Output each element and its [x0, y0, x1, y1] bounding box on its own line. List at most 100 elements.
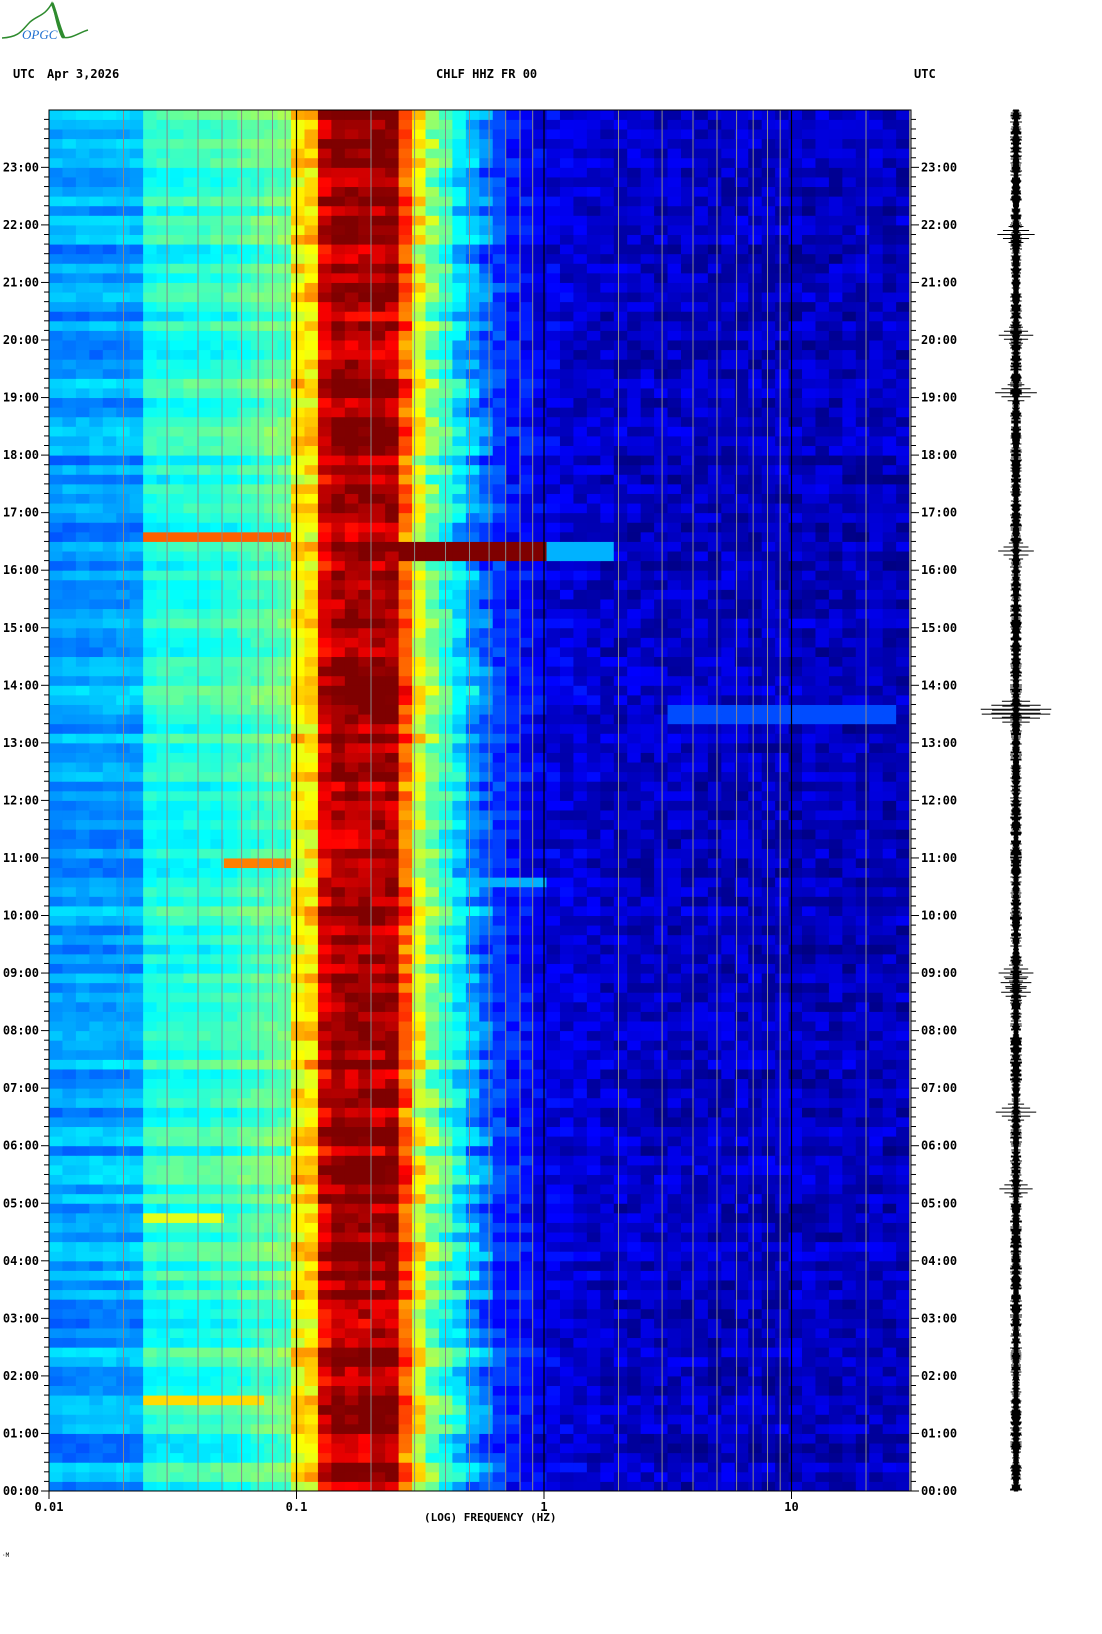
heatmap-cell [734, 857, 749, 869]
heatmap-cell [49, 1126, 63, 1137]
heatmap-cell [707, 1299, 722, 1310]
heatmap-cell [748, 1126, 763, 1137]
heatmap-cell [304, 915, 319, 926]
heatmap-cell [680, 1116, 695, 1128]
heatmap-cell [304, 1260, 319, 1271]
heatmap-cell [75, 781, 90, 792]
heatmap-cell [519, 867, 534, 878]
heatmap-cell [707, 848, 722, 859]
heatmap-cell [788, 857, 803, 869]
heatmap-cell [842, 1375, 857, 1386]
heatmap-cell [75, 819, 90, 830]
heatmap-cell [654, 1462, 669, 1473]
heatmap-cell [412, 973, 427, 984]
heatmap-cell [721, 1308, 736, 1319]
heatmap-cell [291, 1145, 305, 1156]
heatmap-cell [412, 809, 427, 821]
heatmap-cell [721, 1212, 736, 1223]
heatmap-cell [721, 1184, 736, 1195]
heatmap-cell [291, 1443, 305, 1454]
heatmap-cell [640, 1040, 655, 1051]
heatmap-cell [304, 1404, 319, 1415]
heatmap-cell [143, 1443, 158, 1454]
heatmap-cell [519, 1414, 534, 1425]
heatmap-cell [129, 1366, 144, 1377]
heatmap-cell [640, 1395, 655, 1406]
heatmap-cell [196, 1059, 211, 1070]
heatmap-cell [465, 1395, 480, 1406]
heatmap-cell [828, 905, 843, 916]
heatmap-cell [264, 1011, 279, 1022]
heatmap-cell [358, 973, 373, 984]
heatmap-cell [143, 1423, 158, 1434]
heatmap-cell [492, 829, 507, 840]
heatmap-cell [277, 925, 292, 936]
heatmap-cell [882, 1260, 897, 1271]
heatmap-cell [694, 925, 709, 936]
heatmap-cell [264, 1001, 279, 1012]
heatmap-cell [882, 1471, 897, 1482]
heatmap-cell [546, 819, 561, 830]
heatmap-cell [291, 1318, 305, 1329]
heatmap-cell [291, 1116, 305, 1128]
heatmap-cell [479, 1021, 494, 1032]
heatmap-cell [358, 925, 373, 936]
heatmap-cell [129, 905, 144, 916]
heatmap-cell [170, 1481, 184, 1492]
heatmap-cell [775, 819, 790, 830]
heatmap-cell [385, 800, 400, 811]
heatmap-cell [183, 1423, 198, 1434]
heatmap-cell [788, 896, 803, 907]
heatmap-cell [882, 1107, 897, 1118]
heatmap-cell [707, 1116, 722, 1128]
heatmap-cell [533, 1404, 548, 1415]
heatmap-cell [748, 1414, 763, 1425]
heatmap-cell [291, 896, 305, 907]
heatmap-cell [412, 1462, 427, 1473]
heatmap-cell [640, 781, 655, 792]
heatmap-cell [600, 771, 615, 782]
heatmap-cell [627, 1337, 642, 1348]
heatmap-cell [277, 790, 292, 801]
heatmap-cell [600, 1308, 615, 1319]
heatmap-cell [102, 1471, 117, 1482]
heatmap-cell [761, 1404, 776, 1415]
heatmap-cell [519, 1462, 534, 1473]
heatmap-cell [761, 809, 776, 821]
heatmap-cells [49, 109, 911, 1492]
heatmap-cell [667, 790, 682, 801]
heatmap-cell [654, 790, 669, 801]
heatmap-cell [842, 1299, 857, 1310]
heatmap-cell [600, 905, 615, 916]
heatmap-cell [613, 1366, 628, 1377]
heatmap-cell [533, 1414, 548, 1425]
heatmap-cell [869, 1116, 884, 1128]
heatmap-cell [613, 800, 628, 811]
heatmap-cell [748, 1366, 763, 1377]
heatmap-cell [223, 1308, 238, 1319]
heatmap-cell [304, 1251, 319, 1262]
heatmap-cell [519, 1164, 534, 1175]
heatmap-cell [802, 1308, 816, 1319]
heatmap-cell [640, 1078, 655, 1089]
heatmap-cell [896, 1318, 911, 1329]
heatmap-cell [398, 1040, 413, 1051]
heatmap-cell [237, 963, 252, 974]
heatmap-cell [734, 877, 749, 888]
heatmap-cell [277, 848, 292, 859]
heatmap-cell [264, 1078, 279, 1089]
heatmap-cell [170, 1414, 184, 1425]
heatmap-cell [75, 1164, 90, 1175]
heatmap-cell [129, 1327, 144, 1339]
heatmap-cell [869, 1203, 884, 1214]
heatmap-cell [506, 1423, 521, 1434]
heatmap-cell [156, 934, 171, 945]
heatmap-cell [627, 973, 642, 984]
heatmap-cell [613, 1471, 628, 1482]
heatmap-cell [75, 905, 90, 916]
heatmap-cell [358, 1184, 373, 1195]
heatmap-cell [680, 1107, 695, 1118]
heatmap-cell [479, 848, 494, 859]
heatmap-cell [210, 1395, 225, 1406]
heatmap-cell [748, 1327, 763, 1339]
